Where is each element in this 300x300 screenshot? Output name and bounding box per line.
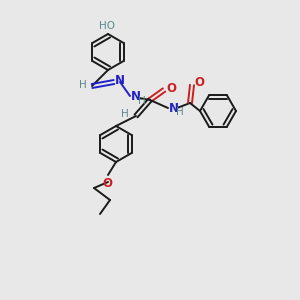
Text: O: O: [102, 177, 112, 190]
Text: N: N: [131, 91, 141, 103]
Text: HO: HO: [99, 21, 115, 31]
Text: O: O: [194, 76, 204, 89]
Text: N: N: [115, 74, 125, 88]
Text: O: O: [166, 82, 176, 95]
Text: N: N: [169, 101, 179, 115]
Text: H: H: [176, 107, 184, 117]
Text: H: H: [121, 109, 129, 119]
Text: H: H: [138, 96, 146, 106]
Text: H: H: [79, 80, 87, 90]
